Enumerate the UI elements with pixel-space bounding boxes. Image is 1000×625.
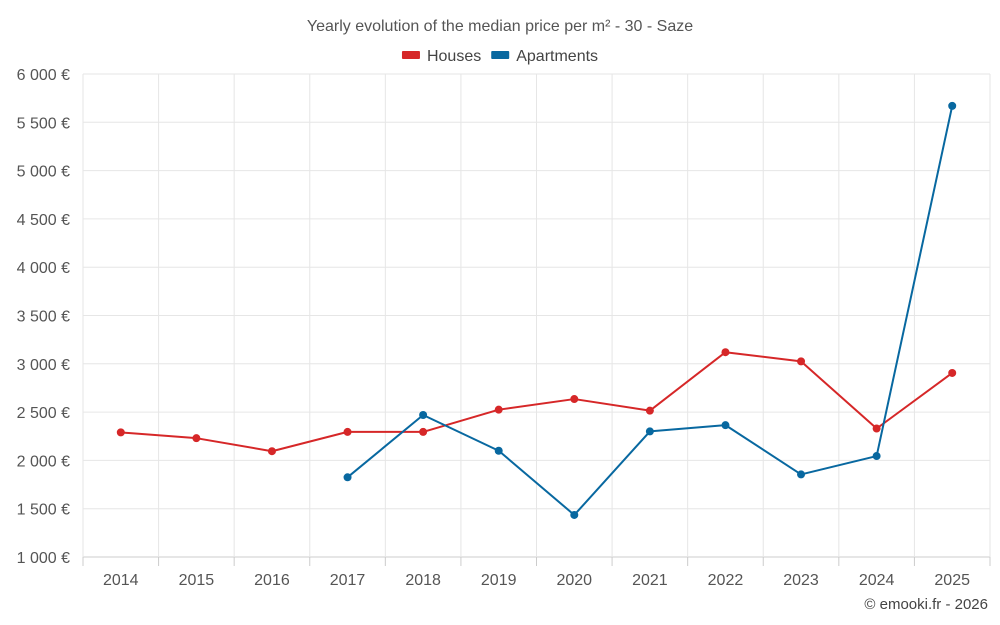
data-point-houses[interactable]	[948, 368, 957, 377]
legend-item-apartments[interactable]: Apartments	[491, 48, 598, 65]
data-point-houses[interactable]	[192, 434, 201, 443]
y-tick-label: 4 000 €	[17, 260, 70, 277]
x-tick-label: 2018	[405, 572, 441, 589]
series-houses	[116, 348, 957, 456]
y-tick-label: 4 500 €	[17, 212, 70, 229]
data-point-houses[interactable]	[343, 427, 352, 436]
data-point-houses[interactable]	[721, 348, 730, 357]
data-point-apartments[interactable]	[419, 410, 428, 419]
y-tick-label: 3 500 €	[17, 309, 70, 326]
data-point-houses[interactable]	[570, 395, 579, 404]
y-tick-label: 6 000 €	[17, 67, 70, 84]
x-tick-label: 2025	[934, 572, 970, 589]
data-point-apartments[interactable]	[343, 473, 352, 482]
legend-label: Houses	[427, 48, 481, 65]
x-tick-label: 2022	[708, 572, 744, 589]
x-tick-label: 2015	[179, 572, 215, 589]
data-point-houses[interactable]	[494, 405, 503, 414]
y-tick-label: 5 000 €	[17, 164, 70, 181]
series-line-apartments	[346, 105, 954, 516]
data-point-houses[interactable]	[419, 427, 428, 436]
x-tick-label: 2023	[783, 572, 819, 589]
data-point-houses[interactable]	[872, 424, 881, 433]
x-tick-label: 2017	[330, 572, 366, 589]
x-tick-label: 2024	[859, 572, 895, 589]
x-tick-label: 2019	[481, 572, 517, 589]
legend: Houses Apartments	[401, 48, 598, 65]
data-point-apartments[interactable]	[872, 452, 881, 461]
series-layer	[116, 101, 957, 519]
y-tick-label: 1 000 €	[17, 550, 70, 567]
y-tick-label: 2 500 €	[17, 405, 70, 422]
data-point-houses[interactable]	[267, 447, 276, 456]
series-apartments	[343, 101, 957, 519]
gridlines	[82, 73, 991, 558]
y-tick-label: 2 000 €	[17, 453, 70, 470]
data-point-apartments[interactable]	[948, 101, 957, 110]
legend-swatch	[491, 51, 510, 59]
legend-item-houses[interactable]: Houses	[401, 48, 481, 65]
x-tick-label: 2021	[632, 572, 668, 589]
credit-text: © emooki.fr - 2026	[864, 596, 988, 613]
x-tick-label: 2016	[254, 572, 290, 589]
data-point-apartments[interactable]	[645, 427, 654, 436]
data-point-apartments[interactable]	[797, 470, 806, 479]
legend-swatch	[401, 51, 420, 59]
y-tick-label: 1 500 €	[17, 502, 70, 519]
data-point-houses[interactable]	[116, 428, 125, 437]
y-tick-label: 5 500 €	[17, 115, 70, 132]
legend-label: Apartments	[516, 48, 598, 65]
y-axis: 1 000 € 1 500 € 2 000 € 2 500 € 3 000 € 3 500…	[17, 67, 70, 567]
data-point-apartments[interactable]	[494, 446, 503, 455]
x-tick-label: 2014	[103, 572, 139, 589]
data-point-apartments[interactable]	[721, 421, 730, 430]
x-axis: 2014 2015 2016 2017 2018 2019 2020 2021 2022 2023…	[82, 557, 991, 589]
data-point-houses[interactable]	[797, 357, 806, 366]
x-tick-label: 2020	[556, 572, 592, 589]
data-point-apartments[interactable]	[570, 510, 579, 519]
series-line-houses	[120, 351, 953, 453]
chart-title: Yearly evolution of the median price per…	[307, 18, 693, 35]
data-point-houses[interactable]	[645, 406, 654, 415]
y-tick-label: 3 000 €	[17, 357, 70, 374]
